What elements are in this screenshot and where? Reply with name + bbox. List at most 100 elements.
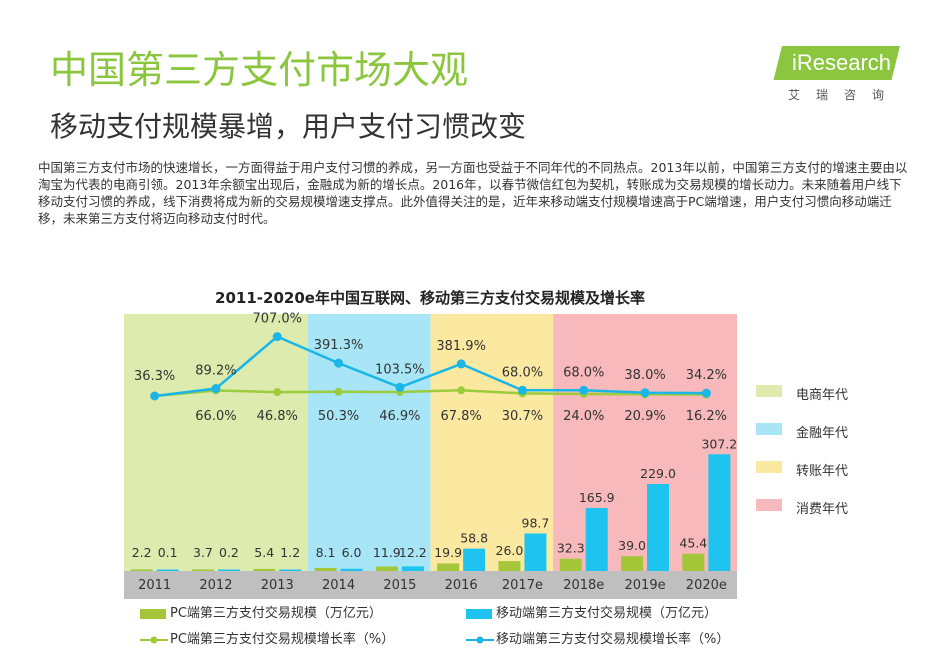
pc-bar-2020e bbox=[682, 553, 705, 571]
mobile-bar-label-2013: 1.2 bbox=[280, 545, 300, 560]
x-tick-2018e: 2018e bbox=[563, 578, 604, 593]
era-legend-label: 金融年代 bbox=[796, 426, 849, 441]
era-legend-swatch bbox=[756, 499, 782, 511]
pc-growth-label-2014: 50.3% bbox=[318, 409, 359, 424]
era-legend-item: 金融年代 bbox=[756, 422, 926, 460]
mobile-bar-label-2011: 0.1 bbox=[158, 545, 178, 560]
series-legend-label: PC端第三方支付交易规模（万亿元） bbox=[170, 606, 382, 621]
mobile-bar-label-2012: 0.2 bbox=[219, 545, 239, 560]
mobile-growth-label-2015: 103.5% bbox=[375, 362, 425, 377]
mobile-bar-2019e bbox=[647, 483, 670, 571]
mobile-growth-point-2018e bbox=[579, 385, 589, 395]
mobile-growth-label-2011: 36.3% bbox=[134, 369, 175, 384]
era-legend-swatch bbox=[756, 461, 782, 473]
x-tick-2020e: 2020e bbox=[686, 578, 727, 593]
pc-bar-2014 bbox=[314, 567, 337, 571]
mobile-bar-label-2018e: 165.9 bbox=[579, 490, 615, 505]
pc-bar-2011 bbox=[130, 569, 153, 571]
mobile-growth-point-2020e bbox=[701, 388, 711, 398]
mobile-bar-2013 bbox=[279, 569, 302, 571]
x-tick-2015: 2015 bbox=[383, 578, 416, 593]
pc-growth-point-2016 bbox=[457, 386, 466, 395]
x-tick-2019e: 2019e bbox=[625, 578, 666, 593]
pc-bar-label-2011: 2.2 bbox=[132, 545, 152, 560]
pc-bar-label-2015: 11.9 bbox=[373, 545, 401, 560]
pc-bar-label-2020e: 45.4 bbox=[679, 536, 707, 551]
x-tick-2014: 2014 bbox=[322, 578, 355, 593]
pc-bar-2015 bbox=[375, 566, 398, 571]
pc-growth-label-2016: 67.8% bbox=[440, 409, 481, 424]
x-tick-2013: 2013 bbox=[261, 578, 294, 593]
era-legend-label: 电商年代 bbox=[796, 388, 849, 403]
mobile-bar-label-2016: 58.8 bbox=[460, 531, 488, 546]
category-axis-band bbox=[124, 571, 737, 599]
mobile-growth-label-2012: 89.2% bbox=[195, 364, 236, 379]
pc-bar-label-2019e: 39.0 bbox=[618, 538, 646, 553]
mobile-growth-point-2019e bbox=[640, 388, 650, 398]
pc-growth-label-2019e: 20.9% bbox=[624, 409, 665, 424]
mobile-growth-point-2012 bbox=[211, 384, 221, 394]
pc-growth-label-2015: 46.9% bbox=[379, 409, 420, 424]
era-legend-label: 消费年代 bbox=[796, 502, 849, 517]
pc-growth-line bbox=[154, 389, 707, 398]
era-band-2 bbox=[307, 314, 431, 571]
logo-chinese-name: 艾瑞咨询 bbox=[788, 88, 901, 102]
series-legend-label: 移动端第三方支付交易规模增长率（%） bbox=[496, 632, 730, 647]
mobile-bar-2014 bbox=[340, 568, 363, 571]
mobile-growth-point-2015 bbox=[395, 382, 405, 392]
iresearch-logo: iResearch 艾瑞咨询 bbox=[773, 46, 906, 106]
era-legend-item: 电商年代 bbox=[756, 384, 926, 422]
mobile-bar-label-2017e: 98.7 bbox=[522, 515, 550, 530]
pc-bar-label-2013: 5.4 bbox=[254, 545, 274, 560]
era-legend-item: 消费年代 bbox=[756, 498, 926, 536]
mobile-bar-2011 bbox=[156, 569, 179, 571]
intro-paragraph: 中国第三方支付市场的快速增长，一方面得益于用户支付习惯的养成，另一方面也受益于不… bbox=[38, 160, 908, 226]
legend-bar-swatch bbox=[466, 606, 502, 622]
mobile-bar-2016 bbox=[463, 548, 486, 571]
mobile-growth-label-2016: 381.9% bbox=[436, 339, 486, 354]
mobile-growth-point-2011 bbox=[150, 391, 160, 401]
x-tick-2016: 2016 bbox=[445, 578, 478, 593]
era-legend-swatch bbox=[756, 423, 782, 435]
pc-growth-label-2012: 66.0% bbox=[195, 409, 236, 424]
era-band-1 bbox=[124, 314, 308, 571]
mobile-bar-label-2014: 6.0 bbox=[342, 545, 362, 560]
era-legend: 电商年代金融年代转账年代消费年代 bbox=[756, 384, 926, 536]
legend-line-marker bbox=[466, 632, 502, 648]
logo-text: iResearch bbox=[792, 50, 892, 75]
pc-bar-label-2014: 8.1 bbox=[316, 545, 336, 560]
pc-bar-2016 bbox=[437, 563, 460, 571]
mobile-growth-label-2018e: 68.0% bbox=[563, 365, 604, 380]
era-legend-item: 转账年代 bbox=[756, 460, 926, 498]
mobile-growth-label-2019e: 38.0% bbox=[624, 368, 665, 383]
mobile-bar-label-2015: 12.2 bbox=[399, 545, 427, 560]
era-legend-label: 转账年代 bbox=[796, 464, 849, 479]
mobile-bar-label-2020e: 307.2 bbox=[701, 436, 737, 451]
pc-bar-label-2016: 19.9 bbox=[434, 545, 462, 560]
era-band-4 bbox=[553, 314, 737, 571]
chart-title: 2011-2020e年中国互联网、移动第三方支付交易规模及增长率 bbox=[215, 289, 645, 307]
series-legend-label: 移动端第三方支付交易规模（万亿元） bbox=[496, 606, 718, 621]
mobile-bar-2018e bbox=[585, 507, 608, 571]
mobile-growth-point-2016 bbox=[456, 359, 466, 369]
pc-bar-2017e bbox=[498, 561, 521, 571]
pc-bar-2019e bbox=[621, 556, 644, 571]
legend-line-marker bbox=[140, 632, 176, 648]
x-tick-2017e: 2017e bbox=[502, 578, 543, 593]
mobile-growth-point-2013 bbox=[272, 332, 282, 342]
page-title: 中国第三方支付市场大观 bbox=[50, 48, 469, 92]
mobile-growth-point-2017e bbox=[517, 385, 527, 395]
pc-bar-2018e bbox=[559, 558, 582, 571]
pc-bar-label-2018e: 32.3 bbox=[557, 541, 585, 556]
pc-bar-2013 bbox=[253, 568, 276, 571]
series-legend-label: PC端第三方支付交易规模增长率（%） bbox=[170, 632, 395, 647]
pc-growth-label-2017e: 30.7% bbox=[502, 409, 543, 424]
pc-growth-label-2018e: 24.0% bbox=[563, 409, 604, 424]
pc-growth-point-2014 bbox=[334, 387, 343, 396]
mobile-growth-label-2020e: 34.2% bbox=[686, 368, 727, 383]
mobile-growth-label-2017e: 68.0% bbox=[502, 365, 543, 380]
pc-bar-label-2017e: 26.0 bbox=[496, 543, 524, 558]
mobile-bar-2020e bbox=[708, 454, 731, 571]
mobile-bar-2017e bbox=[524, 533, 547, 571]
